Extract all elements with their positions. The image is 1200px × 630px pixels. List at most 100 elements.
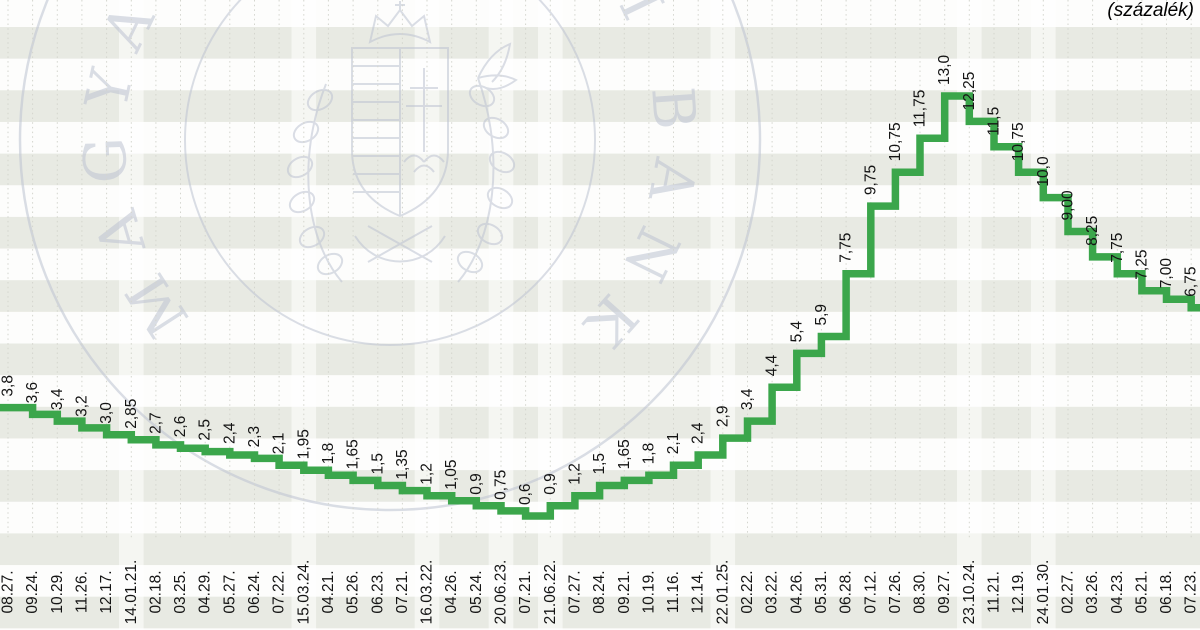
value-label: 10,75 <box>1010 122 1027 161</box>
date-label: 02.27. <box>1060 570 1077 613</box>
value-label: 2,7 <box>147 412 164 434</box>
date-label: 09.27. <box>936 570 953 613</box>
date-label: 20.06.23. <box>493 560 510 625</box>
value-label: 3,6 <box>24 382 41 404</box>
value-label: 2,1 <box>665 433 682 455</box>
date-label: 06.28. <box>838 570 855 613</box>
date-label: 04.29. <box>197 570 214 613</box>
vertical-gridlines <box>7 0 1192 540</box>
date-label: 12.14. <box>690 570 707 613</box>
value-label: 0,9 <box>468 473 485 495</box>
date-label: 12.19. <box>1010 570 1027 613</box>
value-label: 3,4 <box>49 388 66 410</box>
date-label: 07.22. <box>271 570 288 613</box>
date-label: 06.23. <box>369 570 386 613</box>
value-label: 1,05 <box>443 460 460 490</box>
date-label: 11.16. <box>665 571 682 613</box>
date-label: 02.18. <box>147 570 164 613</box>
value-label: 7,75 <box>1109 233 1126 263</box>
value-label: 2,3 <box>246 426 263 448</box>
value-labels: 3,8 3,6 3,4 3,2 3,0 2,85 2,7 2,6 2,5 2,4 2,3 2,1 1,9… <box>0 54 1200 505</box>
date-label: 03.26. <box>1084 570 1101 613</box>
date-label: 24.01.30. <box>1035 560 1052 625</box>
date-label: 14.01.21. <box>123 560 140 625</box>
value-label: 8,25 <box>1084 216 1101 246</box>
date-label: 08.27. <box>0 570 17 613</box>
date-label: 05.27. <box>221 570 238 613</box>
date-label: 22.01.25. <box>714 560 731 625</box>
value-label: 5,9 <box>813 304 830 326</box>
date-label: 10.29. <box>49 570 66 613</box>
value-label: 1,8 <box>320 443 337 465</box>
value-label: 1,95 <box>295 429 312 459</box>
value-label: 0,9 <box>542 473 559 495</box>
seal-crown <box>368 1 432 44</box>
value-label: 7,25 <box>1133 250 1150 280</box>
seal-branches <box>286 42 518 283</box>
date-label: 05.31. <box>813 570 830 613</box>
value-label: 2,4 <box>221 422 238 444</box>
date-label: 12.17. <box>98 570 115 613</box>
date-label: 03.25. <box>172 570 189 613</box>
value-label: 0,75 <box>493 470 510 500</box>
value-label: 1,65 <box>345 439 362 469</box>
value-label: 11,75 <box>912 90 929 128</box>
value-label: 0,6 <box>517 483 534 505</box>
date-label: 04.23. <box>1109 570 1126 613</box>
value-label: 9,75 <box>862 165 879 195</box>
value-label: 1,2 <box>566 463 583 485</box>
value-label: 7,00 <box>1158 258 1175 289</box>
date-label: 08.30. <box>912 570 929 613</box>
date-label: 07.26. <box>887 570 904 613</box>
value-label: 1,5 <box>591 453 608 475</box>
date-label: 05.26. <box>345 570 362 613</box>
value-label: 3,2 <box>73 395 90 417</box>
value-label: 7,75 <box>838 233 855 263</box>
value-label: 3,4 <box>739 388 756 410</box>
date-label: 07.12. <box>862 570 879 613</box>
base-rate-step-line <box>0 92 1200 520</box>
date-label: 15.03.24. <box>295 560 312 625</box>
value-label: 2,9 <box>714 406 731 428</box>
date-label: 04.26. <box>443 570 460 613</box>
date-label: 07.21. <box>517 570 534 613</box>
value-label: 11,5 <box>986 107 1003 136</box>
date-label: 05.24. <box>468 570 485 613</box>
value-label: 1,65 <box>616 439 633 469</box>
date-label: 11.21. <box>986 571 1003 613</box>
value-label: 13,0 <box>936 54 953 85</box>
value-label: 3,0 <box>98 402 115 424</box>
date-label: 09.21. <box>616 570 633 613</box>
percent-unit-label: (százalék) <box>1107 0 1194 21</box>
value-label: 3,8 <box>0 375 17 397</box>
date-label: 04.21. <box>320 570 337 613</box>
date-label: 07.23. <box>1183 570 1200 613</box>
date-label: 23.10.24. <box>961 560 978 625</box>
value-label: 12,25 <box>961 72 978 111</box>
value-label: 6,75 <box>1183 267 1200 297</box>
value-label: 2,4 <box>690 422 707 444</box>
value-label: 1,2 <box>419 463 436 485</box>
date-label: 04.26. <box>788 570 805 613</box>
date-label: 05.21. <box>1133 570 1150 613</box>
date-label: 08.24. <box>591 570 608 613</box>
value-label: 2,5 <box>197 419 214 441</box>
value-label: 2,1 <box>271 433 288 455</box>
date-label: 06.24. <box>246 570 263 613</box>
date-label: 02.22. <box>739 570 756 613</box>
value-label: 2,6 <box>172 416 189 438</box>
date-label: 06.18. <box>1158 570 1175 613</box>
date-label: 03.22. <box>764 570 781 613</box>
date-label: 07.21. <box>394 570 411 613</box>
date-label: 09.24. <box>24 570 41 613</box>
value-label: 2,85 <box>123 399 140 429</box>
value-label: 1,5 <box>369 453 386 475</box>
value-label: 1,35 <box>394 449 411 479</box>
x-axis-date-labels: 08.27. 09.24. 10.29. 11.26. 12.17. 14.01.21. 0… <box>0 560 1200 625</box>
value-label: 9,00 <box>1060 190 1077 221</box>
value-label: 10,75 <box>887 122 904 161</box>
seal-shield <box>351 47 449 218</box>
date-label: 10.19. <box>640 570 657 613</box>
